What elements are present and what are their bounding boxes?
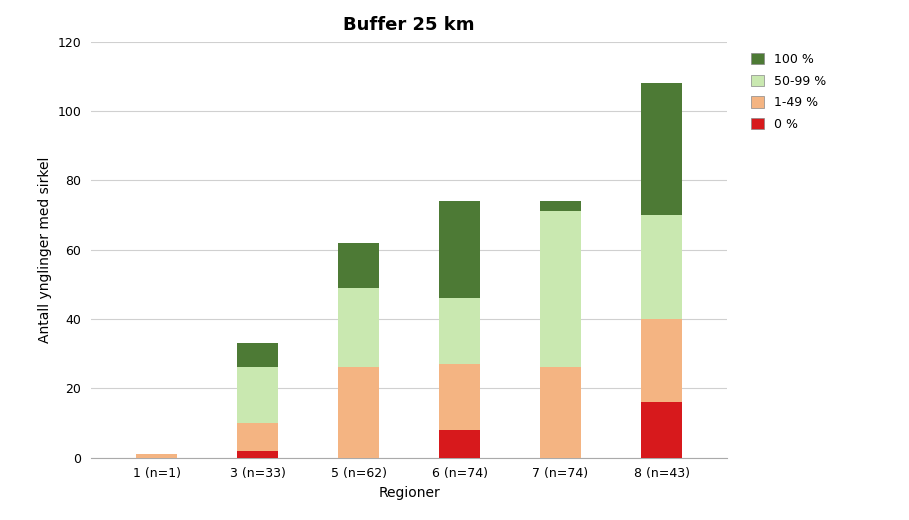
Bar bbox=[338, 368, 379, 458]
Bar bbox=[540, 201, 581, 212]
Bar bbox=[237, 343, 278, 368]
Bar bbox=[338, 243, 379, 288]
Y-axis label: Antall ynglinger med sirkel: Antall ynglinger med sirkel bbox=[38, 157, 52, 343]
Bar bbox=[540, 212, 581, 368]
Bar bbox=[237, 423, 278, 451]
Bar bbox=[439, 364, 480, 430]
Bar bbox=[642, 402, 682, 458]
Bar bbox=[439, 430, 480, 458]
Bar bbox=[642, 83, 682, 215]
Bar bbox=[439, 298, 480, 364]
Bar bbox=[642, 215, 682, 319]
Bar bbox=[136, 454, 176, 458]
Bar bbox=[540, 368, 581, 458]
Bar bbox=[237, 451, 278, 458]
Bar bbox=[237, 368, 278, 423]
Title: Buffer 25 km: Buffer 25 km bbox=[344, 17, 474, 34]
Bar bbox=[338, 288, 379, 368]
X-axis label: Regioner: Regioner bbox=[378, 486, 440, 500]
Bar bbox=[642, 319, 682, 402]
Bar bbox=[439, 201, 480, 298]
Legend: 100 %, 50-99 %, 1-49 %, 0 %: 100 %, 50-99 %, 1-49 %, 0 % bbox=[746, 48, 831, 136]
